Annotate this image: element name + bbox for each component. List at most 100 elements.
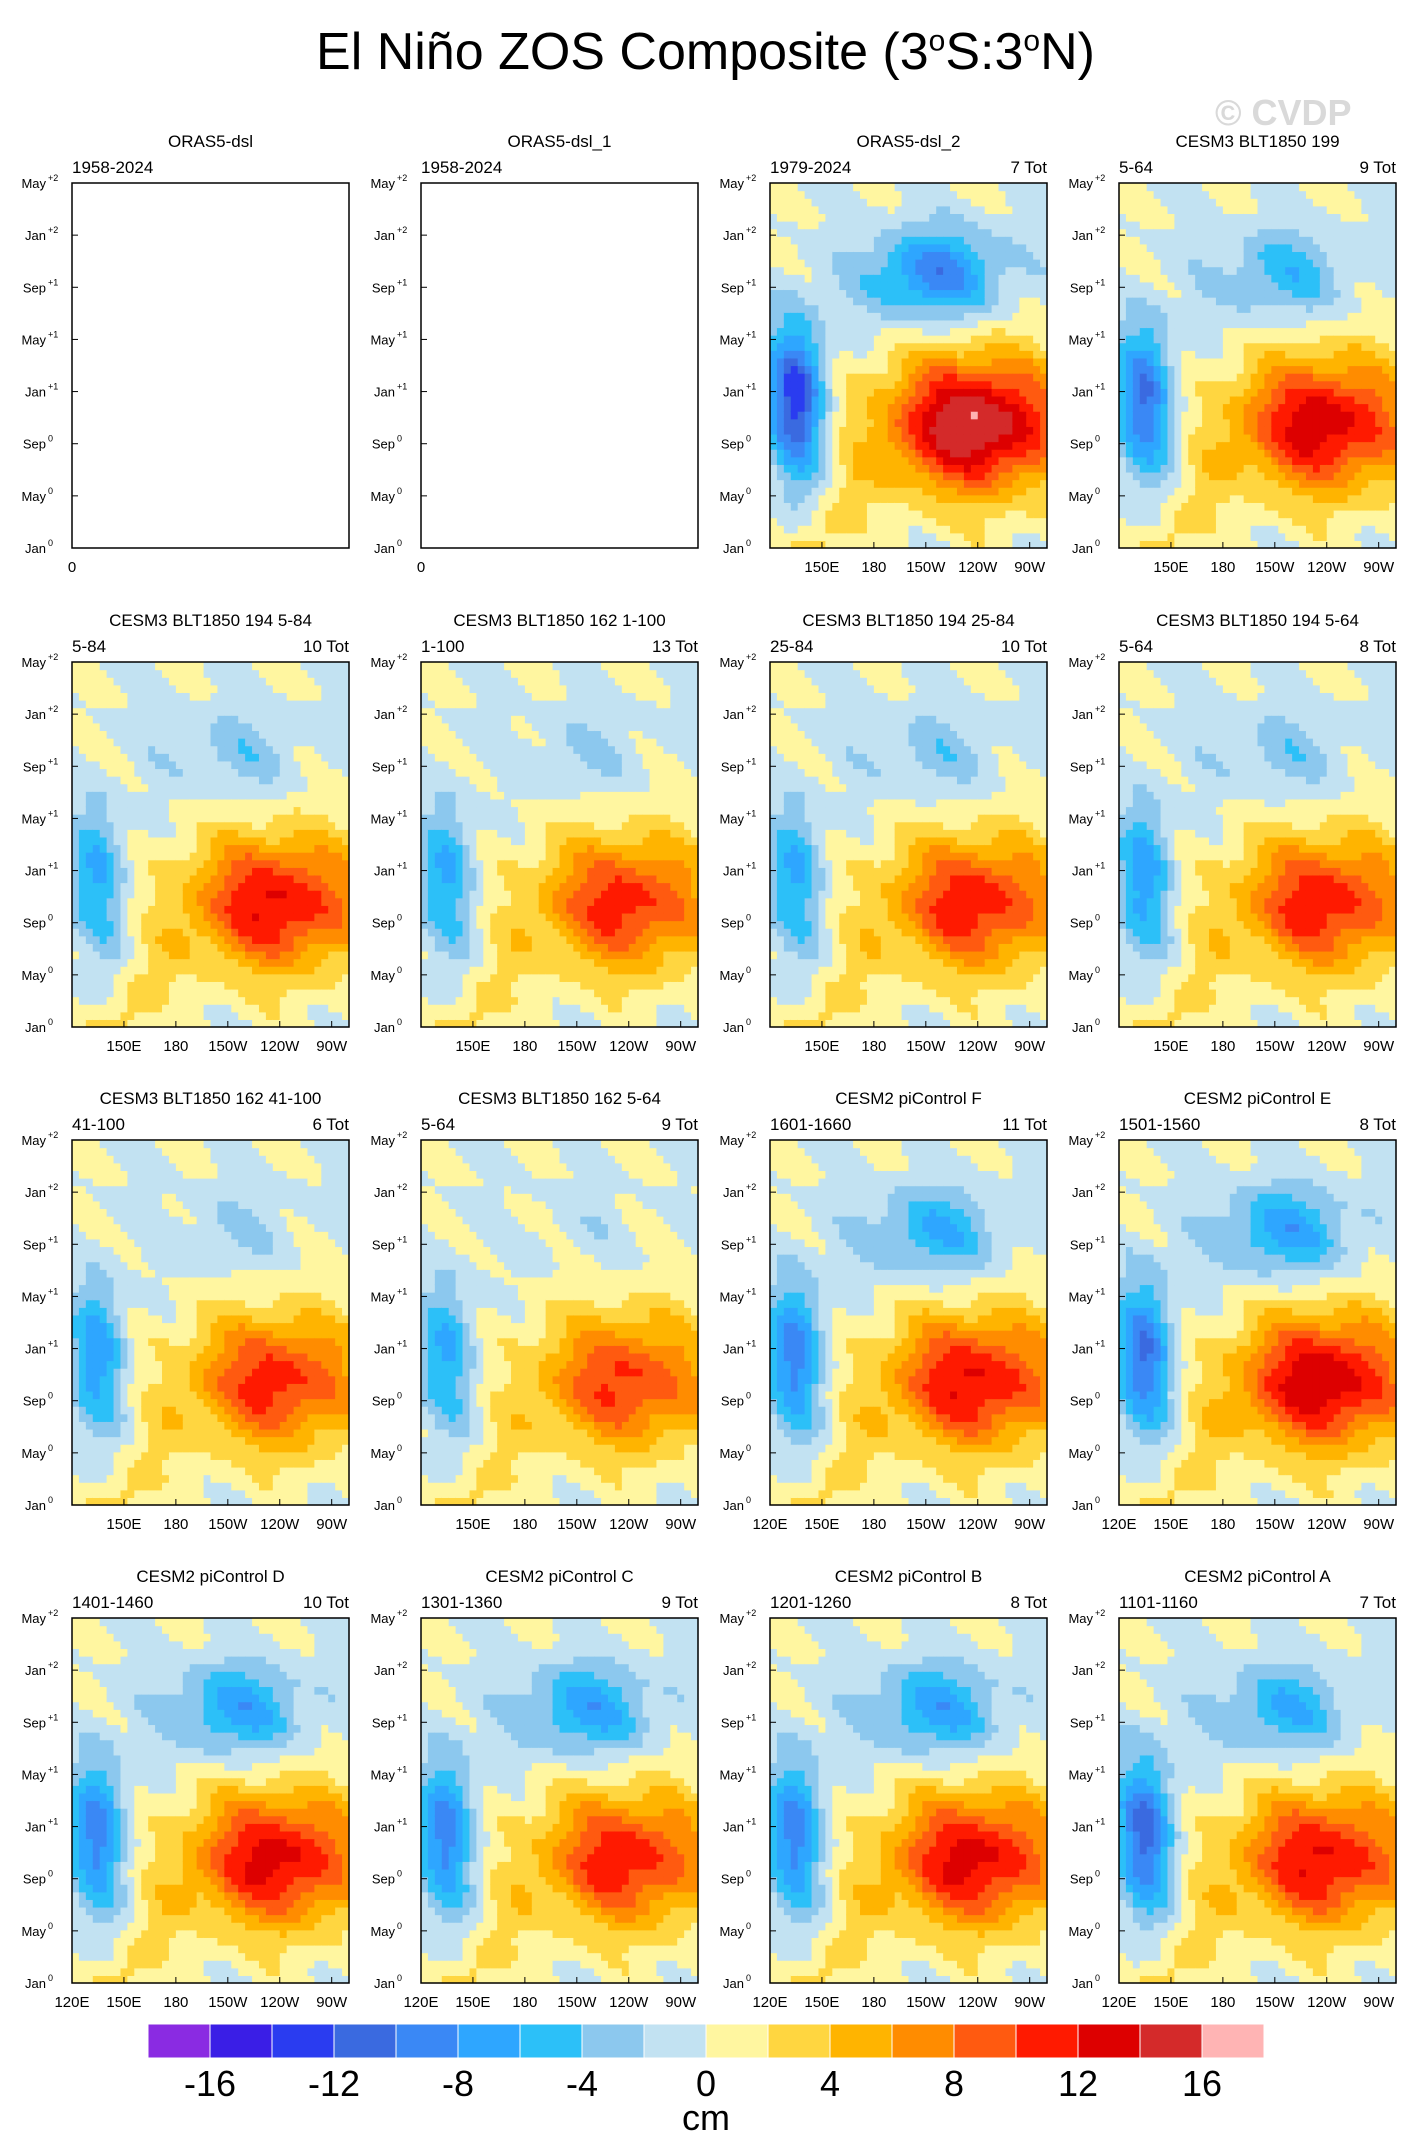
heatmap-cell xyxy=(1278,502,1286,510)
heatmap-cell xyxy=(784,274,792,282)
heatmap-cell xyxy=(1033,373,1041,381)
heatmap-cell xyxy=(985,487,993,495)
heatmap-cell xyxy=(874,411,882,419)
heatmap-cell xyxy=(1188,480,1196,488)
heatmap-cell xyxy=(1012,381,1020,389)
heatmap-cell xyxy=(825,274,833,282)
heatmap-cell xyxy=(936,312,944,320)
heatmap-cell xyxy=(943,229,951,237)
heatmap-cell xyxy=(1133,449,1141,457)
heatmap-cell xyxy=(853,259,861,267)
heatmap-cell xyxy=(1161,305,1169,313)
heatmap-cell xyxy=(1147,366,1155,374)
heatmap-cell xyxy=(1251,213,1259,221)
heatmap-cell xyxy=(1292,411,1300,419)
heatmap-cell xyxy=(832,229,840,237)
heatmap-cell xyxy=(1005,312,1013,320)
heatmap-cell xyxy=(853,518,861,526)
heatmap-cell xyxy=(784,480,792,488)
heatmap-cell xyxy=(825,350,833,358)
heatmap-cell xyxy=(867,221,875,229)
heatmap-cell xyxy=(1005,533,1013,541)
heatmap-cell xyxy=(867,388,875,396)
heatmap-cell xyxy=(832,366,840,374)
heatmap-cell xyxy=(922,198,930,206)
heatmap-cell xyxy=(1154,426,1162,434)
heatmap-cell xyxy=(784,327,792,335)
heatmap-cell xyxy=(1230,282,1238,290)
heatmap-cell xyxy=(881,183,889,191)
heatmap-cell xyxy=(1140,525,1148,533)
heatmap-cell xyxy=(1292,191,1300,199)
heatmap-cell xyxy=(1174,449,1182,457)
heatmap-cell xyxy=(964,457,972,465)
heatmap-cell xyxy=(1033,449,1041,457)
heatmap-cell xyxy=(1119,366,1127,374)
heatmap-cell xyxy=(992,282,1000,290)
heatmap-cell xyxy=(867,434,875,442)
heatmap-cell xyxy=(909,449,917,457)
heatmap-cell xyxy=(1019,396,1027,404)
heatmap-cell xyxy=(1223,236,1231,244)
heatmap-cell xyxy=(881,457,889,465)
heatmap-cell xyxy=(1237,495,1245,503)
heatmap-cell xyxy=(999,289,1007,297)
heatmap-cell xyxy=(1133,229,1141,237)
heatmap-cell xyxy=(1026,350,1034,358)
heatmap-cell xyxy=(805,449,813,457)
heatmap-cell xyxy=(867,518,875,526)
heatmap-cell xyxy=(1133,487,1141,495)
heatmap-cell xyxy=(992,350,1000,358)
heatmap-cell xyxy=(950,327,958,335)
heatmap-cell xyxy=(957,320,965,328)
heatmap-cell xyxy=(1140,487,1148,495)
heatmap-cell xyxy=(929,472,937,480)
heatmap-cell xyxy=(1264,191,1272,199)
heatmap-cell xyxy=(943,221,951,229)
heatmap-cell xyxy=(1161,327,1169,335)
heatmap-cell xyxy=(805,251,813,259)
y-tick-sup: +2 xyxy=(746,173,756,183)
heatmap-cell xyxy=(1012,289,1020,297)
heatmap-cell xyxy=(1285,305,1293,313)
heatmap-cell xyxy=(1278,244,1286,252)
heatmap-cell xyxy=(1167,251,1175,259)
heatmap-cell xyxy=(1174,244,1182,252)
heatmap-cell xyxy=(1202,206,1210,214)
heatmap-cell xyxy=(1161,198,1169,206)
heatmap-cell xyxy=(1278,198,1286,206)
heatmap-cell xyxy=(929,312,937,320)
heatmap-cell xyxy=(1119,198,1127,206)
heatmap-cell xyxy=(1154,480,1162,488)
heatmap-cell xyxy=(1251,343,1259,351)
heatmap-cell xyxy=(971,244,979,252)
heatmap-cell xyxy=(1188,183,1196,191)
heatmap-cell xyxy=(1258,213,1266,221)
heatmap-cell xyxy=(860,388,868,396)
y-tick-label: Sep xyxy=(721,437,744,452)
heatmap-cell xyxy=(832,183,840,191)
heatmap-cell xyxy=(874,533,882,541)
heatmap-cell xyxy=(888,236,896,244)
heatmap-cell xyxy=(881,464,889,472)
heatmap-cell xyxy=(950,229,958,237)
heatmap-cell xyxy=(860,350,868,358)
heatmap-cell xyxy=(1244,457,1252,465)
heatmap-cell xyxy=(1202,487,1210,495)
heatmap-cell xyxy=(1167,442,1175,450)
heatmap-cell xyxy=(922,236,930,244)
heatmap-cell xyxy=(777,502,785,510)
heatmap-cell xyxy=(1019,487,1027,495)
panel-period: 5-64 xyxy=(1119,158,1153,177)
heatmap-cell xyxy=(1278,510,1286,518)
heatmap-cell xyxy=(1147,487,1155,495)
heatmap-cell xyxy=(1292,381,1300,389)
heatmap-cell xyxy=(1258,464,1266,472)
heatmap-cell xyxy=(929,267,937,275)
heatmap-cell xyxy=(1154,518,1162,526)
heatmap-cell xyxy=(798,327,806,335)
heatmap-cell xyxy=(1285,221,1293,229)
heatmap-cell xyxy=(1181,191,1189,199)
heatmap-cell xyxy=(964,472,972,480)
heatmap-cell xyxy=(867,343,875,351)
